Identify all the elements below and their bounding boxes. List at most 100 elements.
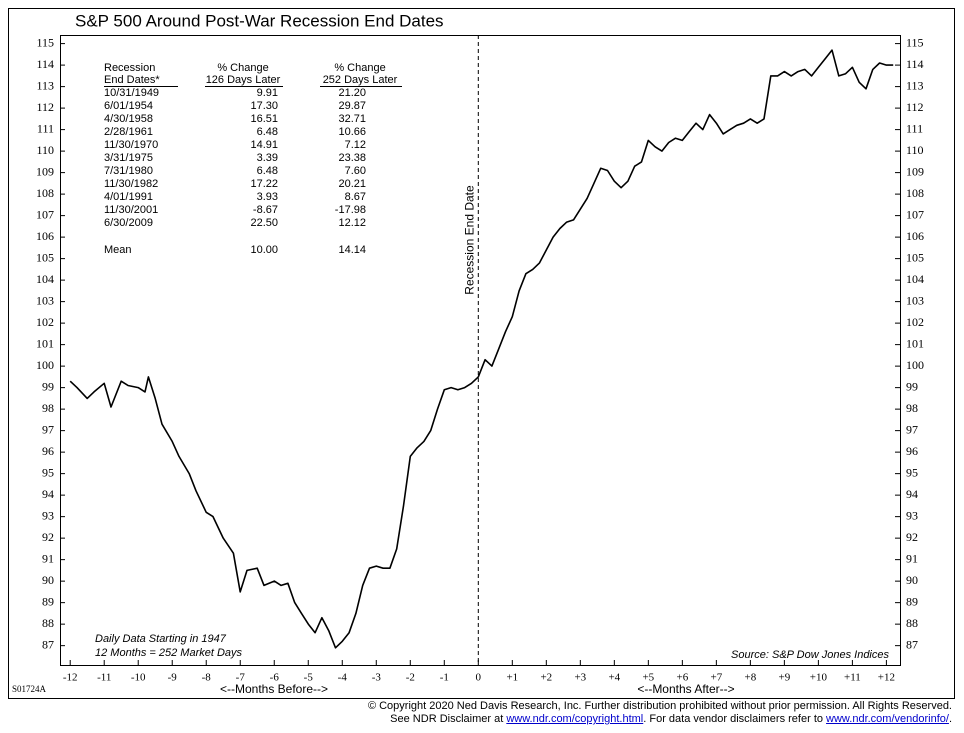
y-tick-label: 108 — [906, 186, 924, 200]
y-tick-label: 102 — [36, 315, 54, 329]
y-tick-label: 89 — [906, 594, 918, 608]
table-cell: 4/01/1991 — [104, 191, 153, 203]
x-tick-label: -5 — [304, 672, 314, 684]
y-tick-label: 92 — [42, 530, 54, 544]
source: Source: S&P Dow Jones Indices — [731, 649, 889, 661]
x-tick-label: -9 — [168, 672, 178, 684]
table-cell: 20.21 — [338, 178, 366, 190]
y-tick-label: 97 — [906, 422, 918, 436]
x-tick-label: +2 — [540, 672, 552, 684]
link[interactable]: www.ndr.com/vendorinfo/ — [826, 713, 949, 725]
y-tick-label: 87 — [42, 637, 54, 651]
y-tick-label: 100 — [36, 358, 54, 372]
x-tick-label: +6 — [676, 672, 688, 684]
table-cell: 8.67 — [345, 191, 366, 203]
y-tick-label: 106 — [36, 229, 54, 243]
y-tick-label: 114 — [36, 57, 54, 71]
y-tick-label: 110 — [36, 143, 54, 157]
x-tick-label: -8 — [202, 672, 212, 684]
x-tick-label: -10 — [131, 672, 146, 684]
y-tick-label: 103 — [36, 293, 54, 307]
table-cell: 3.93 — [257, 191, 278, 203]
x-tick-label: -4 — [338, 672, 348, 684]
text: See NDR Disclaimer at — [390, 713, 507, 725]
note: 12 Months = 252 Market Days — [95, 647, 243, 659]
vline-label: Recession End Date — [462, 185, 476, 295]
y-tick-label: 99 — [42, 379, 54, 393]
y-tick-label: 96 — [42, 444, 54, 458]
y-tick-label: 99 — [906, 379, 918, 393]
x-tick-label: -11 — [97, 672, 111, 684]
y-tick-label: 112 — [906, 100, 924, 114]
x-tick-label: -1 — [440, 672, 449, 684]
chart-title: S&P 500 Around Post-War Recession End Da… — [75, 11, 444, 30]
table-cell: 29.87 — [338, 100, 366, 112]
y-tick-label: 108 — [36, 186, 54, 200]
table-cell: 3.39 — [257, 152, 278, 164]
y-tick-label: 115 — [36, 35, 54, 49]
y-tick-label: 113 — [906, 78, 924, 92]
y-tick-label: 114 — [906, 57, 924, 71]
text: . — [948, 713, 952, 725]
y-tick-label: 105 — [906, 250, 924, 264]
table-cell: 6/01/1954 — [104, 100, 153, 112]
y-tick-label: 112 — [36, 100, 54, 114]
x-tick-label: -3 — [372, 672, 382, 684]
x-tick-label: +7 — [710, 672, 722, 684]
y-tick-label: 94 — [906, 487, 918, 501]
y-tick-label: 100 — [906, 358, 924, 372]
disclaimer: See NDR Disclaimer at www.ndr.com/copyri… — [0, 713, 952, 726]
table-mean: 10.00 — [250, 244, 278, 256]
table-cell: 6.48 — [257, 126, 278, 138]
table-cell: 11/30/1970 — [104, 139, 158, 151]
table-cell: 7.12 — [345, 139, 366, 151]
x-axis-label: <--Months Before--> — [220, 682, 328, 696]
note: Daily Data Starting in 1947 — [95, 633, 227, 645]
table-header: % Change — [334, 62, 385, 74]
table-cell: 2/28/1961 — [104, 126, 153, 138]
y-tick-label: 90 — [42, 573, 54, 587]
y-tick-label: 110 — [906, 143, 924, 157]
line — [69, 49, 894, 649]
table-cell: 6/30/2009 — [104, 217, 153, 229]
x-tick-label: +1 — [506, 672, 518, 684]
chart: S&P 500 Around Post-War Recession End Da… — [8, 8, 955, 699]
table-header: 126 Days Later — [206, 74, 281, 86]
link[interactable]: www.ndr.com/copyright.html — [506, 713, 644, 725]
y-tick-label: 97 — [42, 422, 54, 436]
table-cell: -17.98 — [335, 204, 366, 216]
y-tick-label: 107 — [36, 207, 54, 221]
y-tick-label: 98 — [42, 401, 54, 415]
y-tick-label: 106 — [906, 229, 924, 243]
y-tick-label: 102 — [906, 315, 924, 329]
y-tick-label: 94 — [42, 487, 54, 501]
table-cell: 3/31/1975 — [104, 152, 153, 164]
x-tick-label: -7 — [236, 672, 246, 684]
table-header: 252 Days Later — [323, 74, 398, 86]
x-tick-label: +11 — [844, 672, 861, 684]
table-cell: 23.38 — [338, 152, 366, 164]
table-cell: 12.12 — [338, 217, 366, 229]
y-tick-label: 95 — [906, 465, 918, 479]
x-tick-label: +10 — [810, 672, 828, 684]
y-tick-label: 111 — [906, 121, 923, 135]
table-cell: 11/30/2001 — [104, 204, 158, 216]
footer: © Copyright 2020 Ned Davis Research, Inc… — [0, 700, 952, 726]
x-tick-label: 0 — [476, 672, 482, 684]
x-tick-label: +5 — [642, 672, 654, 684]
table-cell: 7/31/1980 — [104, 165, 153, 177]
y-tick-label: 107 — [906, 207, 924, 221]
y-tick-label: 93 — [42, 508, 54, 522]
y-tick-label: 109 — [906, 164, 924, 178]
x-tick-label: +12 — [878, 672, 895, 684]
table-cell: 4/30/1958 — [104, 113, 153, 125]
chart-code: S01724A — [12, 684, 47, 694]
x-tick-label: +3 — [574, 672, 586, 684]
y-tick-label: 109 — [36, 164, 54, 178]
frame — [8, 8, 955, 699]
y-tick-label: 91 — [42, 551, 54, 565]
y-tick-label: 92 — [906, 530, 918, 544]
y-tick-label: 88 — [906, 616, 918, 630]
y-tick-label: 111 — [37, 121, 54, 135]
table-cell: 17.30 — [250, 100, 278, 112]
